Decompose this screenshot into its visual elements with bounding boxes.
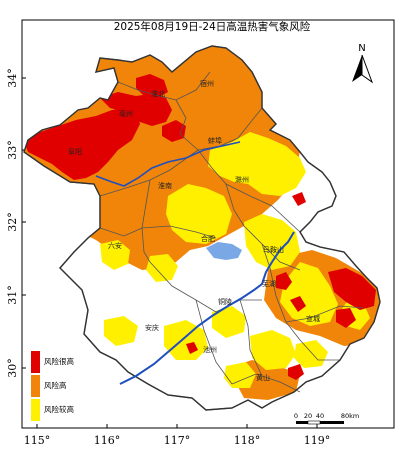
scale-label-80: 80km [341, 412, 359, 420]
y-tick-33: 33° [6, 140, 19, 160]
y-tick-31: 31° [6, 285, 19, 305]
north-label: N [358, 43, 365, 54]
legend-label-high: 风险高 [44, 380, 67, 390]
y-tick-32: 32° [6, 212, 19, 232]
city-label-bengbu: 蚌埠 [208, 136, 222, 145]
city-label-anqing: 安庆 [145, 323, 159, 332]
x-tick-117: 117° [164, 434, 191, 447]
x-tick-labels: 115° 116° 117° 118° 119° [24, 434, 331, 447]
city-label-bozhou: 亳州 [119, 109, 133, 118]
north-arrow-icon: N [352, 43, 374, 84]
city-label-huainan: 淮南 [158, 181, 172, 190]
city-label-wuhu: 芜湖 [262, 279, 276, 288]
scale-label-20: 20 [304, 412, 312, 420]
y-tick-34: 34° [6, 68, 19, 88]
x-tick-115: 115° [24, 434, 51, 447]
legend-label-mid: 风险较高 [44, 404, 74, 414]
x-tick-119: 119° [304, 434, 331, 447]
city-label-luan: 六安 [108, 241, 122, 250]
legend-swatch-high [31, 375, 40, 397]
y-tick-30: 30° [6, 358, 19, 378]
chaohu-lake [206, 242, 242, 260]
scale-label-0: 0 [294, 412, 298, 420]
legend: 风险很高 风险高 风险较高 [31, 351, 74, 421]
city-label-huangshan: 黄山 [256, 373, 270, 382]
x-tick-116: 116° [94, 434, 121, 447]
x-tick-118: 118° [234, 434, 261, 447]
city-label-tongling: 铜陵 [218, 297, 232, 306]
yangtze-river [119, 231, 295, 385]
city-label-fuyang: 阜阳 [68, 147, 82, 156]
risk-very-high-patches [24, 74, 376, 380]
huai-river [95, 141, 241, 187]
city-label-huaibei: 淮北 [151, 89, 165, 98]
province-outline [23, 45, 381, 411]
legend-label-very-high: 风险很高 [44, 356, 74, 366]
city-label-hefei: 合肥 [201, 234, 215, 243]
scale-label-40: 40 [316, 412, 324, 420]
scale-bar: 0 20 40 80km [294, 412, 359, 425]
legend-swatch-mid [31, 399, 40, 421]
legend-swatch-very-high [31, 351, 40, 373]
y-tick-labels: 34° 33° 32° 31° 30° [6, 68, 19, 378]
city-labels: 宿州 淮北 亳州 阜阳 蚌埠 淮南 滁州 六安 合肥 马鞍山 芜湖 宣城 铜陵 … [68, 79, 320, 382]
city-label-suzhou: 宿州 [200, 79, 214, 88]
city-label-chuzhou: 滁州 [235, 175, 249, 184]
city-label-xuancheng: 宣城 [306, 314, 320, 323]
city-label-chizhou: 池州 [203, 345, 217, 354]
map-title: 2025年08月19日-24日高温热害气象风险 [114, 20, 311, 33]
city-label-maanshan: 马鞍山 [263, 245, 284, 254]
